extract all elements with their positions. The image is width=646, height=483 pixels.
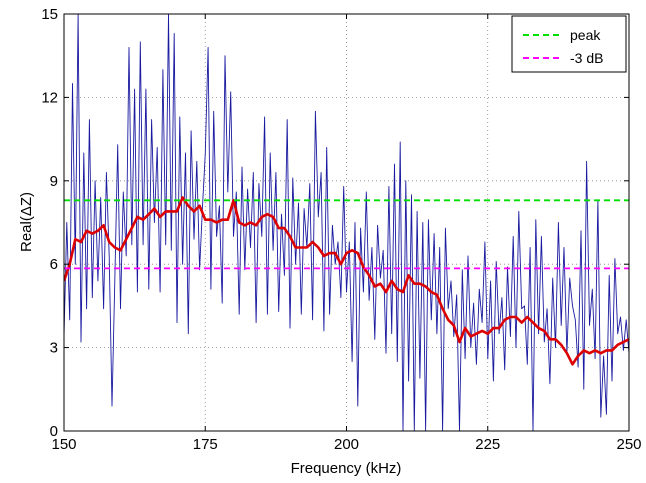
y-tick-label: 9 bbox=[50, 173, 58, 190]
series-layer bbox=[64, 14, 629, 431]
y-tick-label: 6 bbox=[50, 256, 58, 273]
y-tick-label: 0 bbox=[50, 423, 58, 440]
legend-peak-label: peak bbox=[570, 27, 601, 43]
x-tick-label: 200 bbox=[334, 436, 359, 453]
y-tick-labels: 0 3 6 9 12 15 bbox=[41, 6, 58, 440]
y-axis-label: Real(ΔZ) bbox=[18, 192, 35, 252]
x-tick-label: 175 bbox=[193, 436, 218, 453]
smoothed-series-line bbox=[64, 196, 629, 366]
grid bbox=[64, 14, 629, 431]
legend-box bbox=[511, 15, 627, 73]
raw-series-line bbox=[64, 14, 629, 431]
legend: peak -3 dB bbox=[511, 15, 627, 73]
y-tick-label: 15 bbox=[41, 6, 58, 23]
x-tick-label: 225 bbox=[475, 436, 500, 453]
x-tick-label: 150 bbox=[51, 436, 76, 453]
x-tick-labels: 150 175 200 225 250 bbox=[51, 436, 641, 453]
x-axis-label: Frequency (kHz) bbox=[291, 460, 402, 477]
x-tick-label: 250 bbox=[616, 436, 641, 453]
ticks bbox=[63, 13, 630, 432]
legend-3db-label: -3 dB bbox=[570, 50, 603, 66]
y-tick-label: 3 bbox=[50, 340, 58, 357]
y-tick-label: 12 bbox=[41, 89, 58, 106]
